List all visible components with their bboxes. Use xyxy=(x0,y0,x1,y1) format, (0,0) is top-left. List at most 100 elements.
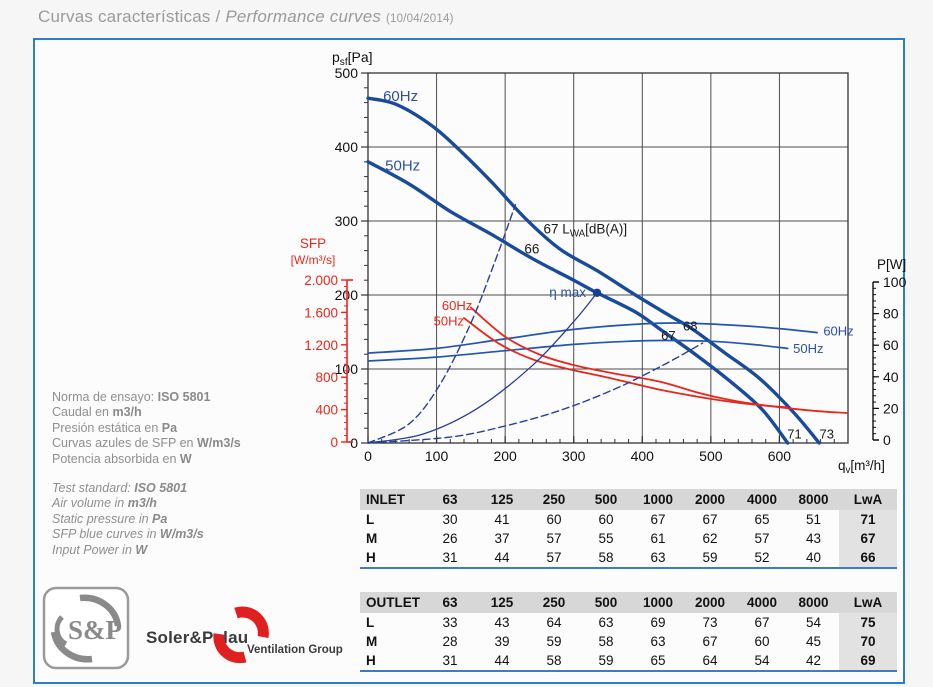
system-line-eta-max xyxy=(367,292,598,444)
band-value: 73 xyxy=(702,615,718,630)
performance-chart: 0100200300400500600qv[m³/h]0100200300400… xyxy=(291,49,907,476)
band-value: 51 xyxy=(805,512,822,527)
band-value: 42 xyxy=(805,653,822,668)
svg-text:SFP: SFP xyxy=(300,236,326,251)
band-value: 57 xyxy=(546,531,562,546)
freq-header: 2000 xyxy=(684,489,736,510)
svg-text:40: 40 xyxy=(883,369,899,385)
row-label: L xyxy=(366,615,375,630)
svg-text:300: 300 xyxy=(562,448,586,464)
svg-text:qv[m³/h]: qv[m³/h] xyxy=(838,458,885,476)
svg-text:20: 20 xyxy=(883,400,899,416)
page-title: Curvas características / Performance cur… xyxy=(38,7,454,27)
band-value: 63 xyxy=(650,634,666,649)
outlet-sound-table: OUTLET 63 125 250 500 1000 2000 4000 8000 LwA L 33 4… xyxy=(360,592,897,672)
svg-text:psf[Pa]: psf[Pa] xyxy=(332,49,373,68)
label-lwa-50hz-mid: 67 xyxy=(661,328,675,343)
label-60hz-pressure: 60Hz xyxy=(383,88,418,105)
notes-english: Test standard: ISO 5801 Air volume in m3/… xyxy=(52,481,312,558)
band-value: 57 xyxy=(754,531,770,546)
note-line-en: Air volume in m3/h xyxy=(52,496,157,511)
row-label: H xyxy=(366,653,376,668)
label-eta-max: η max xyxy=(549,285,586,300)
band-value: 69 xyxy=(650,615,666,630)
svg-text:P[W]: P[W] xyxy=(877,257,906,272)
band-value: 63 xyxy=(598,615,614,630)
svg-text:1.200: 1.200 xyxy=(304,338,338,353)
band-value: 28 xyxy=(442,634,458,649)
title-date: (10/04/2014) xyxy=(386,13,454,25)
note-line-en: SFP blue curves in W/m3/s xyxy=(52,527,204,542)
table-row: H 31 44 57 58 63 59 52 40 66 xyxy=(360,548,897,568)
notes-spanish: Norma de ensayo: ISO 5801 Caudal en m3/h P… xyxy=(52,390,312,467)
band-value: 37 xyxy=(494,531,510,546)
band-value: 64 xyxy=(702,653,718,668)
group-name: Ventilation Group xyxy=(247,644,343,656)
freq-header: 125 xyxy=(476,592,528,613)
band-value: 59 xyxy=(546,634,562,649)
fan-arc-small-icon xyxy=(54,615,68,647)
working-limit-high-flow xyxy=(367,342,704,444)
freq-header: 63 xyxy=(424,592,476,613)
working-limit-low-flow xyxy=(367,204,517,444)
lwa-value: 70 xyxy=(839,632,897,651)
fan-arc-top-icon xyxy=(79,594,122,627)
lwa-header: LwA xyxy=(839,592,897,613)
row-label: M xyxy=(366,634,378,649)
svg-text:0: 0 xyxy=(330,435,338,450)
band-value: 52 xyxy=(754,550,770,565)
band-value: 65 xyxy=(754,512,770,527)
label-lwa-60hz-low: 67 LWA[dB(A)] xyxy=(544,222,628,240)
band-value: 41 xyxy=(494,512,510,527)
lwa-value: 69 xyxy=(839,651,897,671)
logo-mark-text: S&P xyxy=(68,615,122,645)
freq-header: 125 xyxy=(476,489,528,510)
note-line-en: Input Power in W xyxy=(52,542,148,557)
band-value: 30 xyxy=(442,512,458,527)
pressure-curve-60hz xyxy=(366,96,821,445)
svg-text:300: 300 xyxy=(335,213,359,229)
sp-logo: S&P xyxy=(42,586,130,670)
svg-text:60: 60 xyxy=(883,337,899,353)
svg-text:0: 0 xyxy=(364,448,372,464)
freq-header: 2000 xyxy=(684,592,736,613)
label-lwa-60hz-mid: 68 xyxy=(683,319,697,334)
label-lwa-60hz-end: 73 xyxy=(820,427,834,442)
band-value: 26 xyxy=(442,531,458,546)
note-line-es: Norma de ensayo: ISO 5801 xyxy=(52,390,211,404)
svg-text:800: 800 xyxy=(315,370,338,385)
band-value: 64 xyxy=(546,615,562,630)
band-value: 65 xyxy=(650,653,666,668)
band-value: 67 xyxy=(702,512,718,527)
band-value: 63 xyxy=(650,550,666,565)
svg-text:500: 500 xyxy=(699,448,723,464)
band-value: 58 xyxy=(598,550,614,565)
svg-text:80: 80 xyxy=(883,306,899,322)
svg-text:2.000: 2.000 xyxy=(304,273,338,288)
table-title: OUTLET xyxy=(360,592,424,613)
band-value: 60 xyxy=(598,512,614,527)
title-en: Performance curves xyxy=(225,7,382,26)
swoosh-arc-bottom xyxy=(213,633,247,664)
eta-max-point xyxy=(592,288,602,297)
band-value: 67 xyxy=(650,512,666,527)
svg-text:100: 100 xyxy=(883,274,907,290)
note-line-en: Test standard: ISO 5801 xyxy=(52,481,188,495)
table-row: H 31 44 58 59 65 64 54 42 69 xyxy=(360,651,897,671)
label-lwa-50hz-end: 71 xyxy=(787,427,801,442)
title-es: Curvas características xyxy=(38,7,211,26)
label-60hz-sfp: 60Hz xyxy=(442,298,472,313)
svg-text:1.600: 1.600 xyxy=(304,305,338,320)
band-value: 67 xyxy=(754,615,770,630)
freq-header: 4000 xyxy=(736,592,788,613)
freq-header: 8000 xyxy=(788,592,839,613)
inlet-sound-table: INLET 63 125 250 500 1000 2000 4000 8000 LwA L 30 41… xyxy=(360,489,897,569)
band-value: 57 xyxy=(546,550,562,565)
fan-arc-bottom-icon xyxy=(50,631,93,663)
band-value: 61 xyxy=(650,531,666,546)
band-value: 58 xyxy=(598,634,614,649)
band-value: 39 xyxy=(494,634,510,649)
band-value: 31 xyxy=(442,550,458,565)
table-row: L 33 43 64 63 69 73 67 54 75 xyxy=(360,613,897,632)
svg-text:100: 100 xyxy=(425,448,449,464)
